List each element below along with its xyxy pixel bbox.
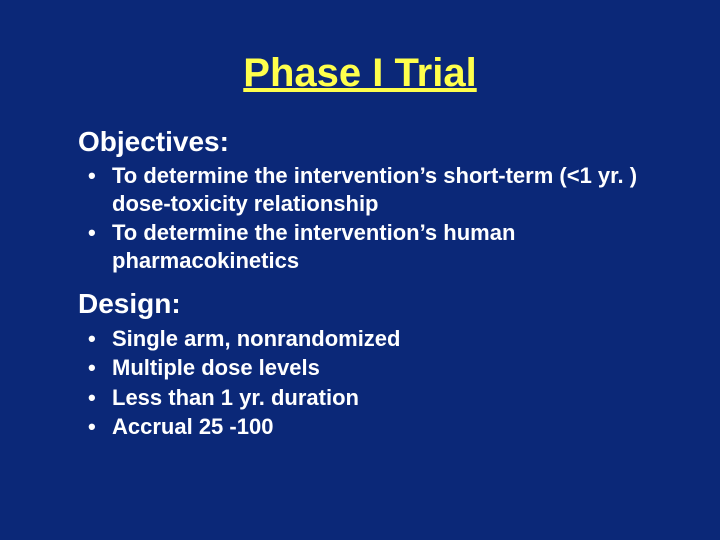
list-item: Less than 1 yr. duration bbox=[78, 384, 660, 412]
list-item: To determine the intervention’s short-te… bbox=[78, 162, 660, 217]
list-item: Single arm, nonrandomized bbox=[78, 325, 660, 353]
list-item: Multiple dose levels bbox=[78, 354, 660, 382]
slide: Phase I Trial Objectives: To determine t… bbox=[0, 0, 720, 540]
slide-title: Phase I Trial bbox=[60, 50, 660, 96]
list-item: Accrual 25 -100 bbox=[78, 413, 660, 441]
section-heading-design: Design: bbox=[78, 286, 660, 322]
bullet-list-objectives: To determine the intervention’s short-te… bbox=[78, 162, 660, 274]
section-heading-objectives: Objectives: bbox=[78, 124, 660, 160]
list-item: To determine the intervention’s human ph… bbox=[78, 219, 660, 274]
bullet-list-design: Single arm, nonrandomized Multiple dose … bbox=[78, 325, 660, 441]
